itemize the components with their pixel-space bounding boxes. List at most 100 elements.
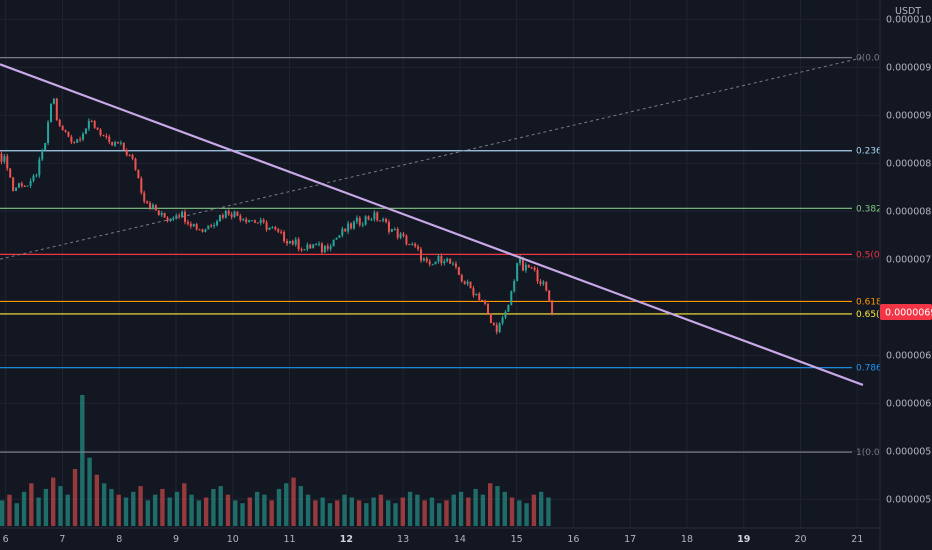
volume-bar <box>378 494 384 526</box>
volume-bar <box>444 500 449 526</box>
candle-body <box>114 142 117 146</box>
volume-bar <box>21 491 27 526</box>
candle-body <box>486 304 489 314</box>
candle-body <box>111 141 114 146</box>
candle-body <box>294 239 297 245</box>
candle-body <box>128 155 131 157</box>
candle-body <box>478 293 481 300</box>
price-tick-label: 0.00000950 <box>886 63 932 74</box>
volume-bar <box>364 503 369 526</box>
candle-body <box>26 185 29 187</box>
candle-body <box>443 261 446 264</box>
volume-bar <box>538 491 544 526</box>
candle-body <box>198 229 201 231</box>
price-axis[interactable]: USDT 0.00001000 0.00000950 0.00000900 0.000… <box>880 0 932 550</box>
candle-body <box>79 139 82 141</box>
time-tick-label: 17 <box>624 534 636 545</box>
candle-body <box>454 263 457 267</box>
candle-body <box>510 291 513 305</box>
candle-body <box>233 211 236 217</box>
candle-body <box>96 127 99 130</box>
candle-body <box>61 125 64 131</box>
volume-bar <box>72 469 78 526</box>
volume-bar <box>327 503 333 526</box>
candle-body <box>501 317 504 324</box>
volume-bar <box>109 488 114 526</box>
candle-body <box>207 225 210 230</box>
last-price-tag: 0.00000695 <box>880 304 932 320</box>
candle-body <box>481 299 484 301</box>
candle-body <box>507 304 510 312</box>
candle-body <box>504 311 507 318</box>
volume-bar <box>262 494 267 526</box>
volume-bar <box>203 497 209 526</box>
volume-bar <box>349 497 354 526</box>
candle-body <box>414 243 417 247</box>
volume-bar <box>101 483 107 526</box>
candle-body <box>545 282 548 291</box>
candle-body <box>318 243 321 245</box>
candle-body <box>341 228 344 236</box>
candle-body <box>169 219 172 222</box>
candle-body <box>344 228 347 232</box>
candle-body <box>157 210 160 216</box>
time-tick-label: 21 <box>851 534 863 545</box>
volume-bar <box>502 491 507 526</box>
volume-bar <box>233 500 238 526</box>
candle-body <box>84 128 87 134</box>
volume-bar <box>58 486 63 526</box>
fib-levels[interactable]: 0(0.00 0.236(0.382(0.5(0.0 0.618(0.65(0 0.7… <box>0 54 888 459</box>
fib-label: 0(0.00 <box>856 54 886 64</box>
candle-body <box>154 204 157 211</box>
price-axis-bg <box>880 0 932 550</box>
volume-bar <box>152 494 158 526</box>
volume-bar <box>356 500 362 526</box>
time-tick-label: 19 <box>737 534 750 545</box>
candle-body <box>425 258 428 262</box>
candle-body <box>134 158 137 170</box>
candle-body <box>338 235 341 238</box>
candle-body <box>201 229 204 232</box>
volume-bar <box>116 494 121 526</box>
candle-body <box>143 192 146 202</box>
fib-label: 0.65(0 <box>856 310 886 320</box>
volume-bar <box>546 497 551 526</box>
candle-body <box>32 175 35 181</box>
volume-bar <box>123 497 129 526</box>
candle-body <box>361 224 364 226</box>
price-tick-label: 0.00000850 <box>886 159 932 170</box>
volume-bar <box>415 494 420 526</box>
volume-bar <box>14 503 19 526</box>
candle-body <box>41 150 44 160</box>
candle-body <box>274 227 277 230</box>
candle-body <box>347 223 350 232</box>
time-tick-label: 14 <box>454 534 466 545</box>
volume-bar <box>393 503 398 526</box>
volume-bar <box>342 494 347 526</box>
price-tick-label: 0.00000750 <box>886 255 932 266</box>
candle-body <box>87 120 90 129</box>
candle-body <box>422 258 425 261</box>
candle-body <box>533 267 536 270</box>
drawings[interactable] <box>0 57 864 386</box>
time-axis[interactable]: 6 7 8 9 10 11 12 13 14 15 16 17 18 19 20 21 <box>0 527 880 550</box>
volume-bar <box>305 494 311 526</box>
candle-body <box>221 215 224 218</box>
candle-body <box>99 129 102 136</box>
candle-body <box>160 212 163 216</box>
candle-body <box>108 136 111 142</box>
fib-label: 0.236( <box>856 147 885 157</box>
last-price-bg <box>880 304 932 320</box>
candle-body <box>285 241 288 244</box>
candle-body <box>516 263 519 281</box>
candle-body <box>411 243 414 245</box>
candle-body <box>189 223 192 227</box>
volume-bar <box>407 491 413 526</box>
volume-bar <box>240 503 245 526</box>
price-tick-label: 0.00000800 <box>886 207 932 218</box>
volume-bar <box>335 500 340 526</box>
candle-body <box>262 219 265 223</box>
candle-body <box>527 264 530 268</box>
candles <box>0 97 554 335</box>
